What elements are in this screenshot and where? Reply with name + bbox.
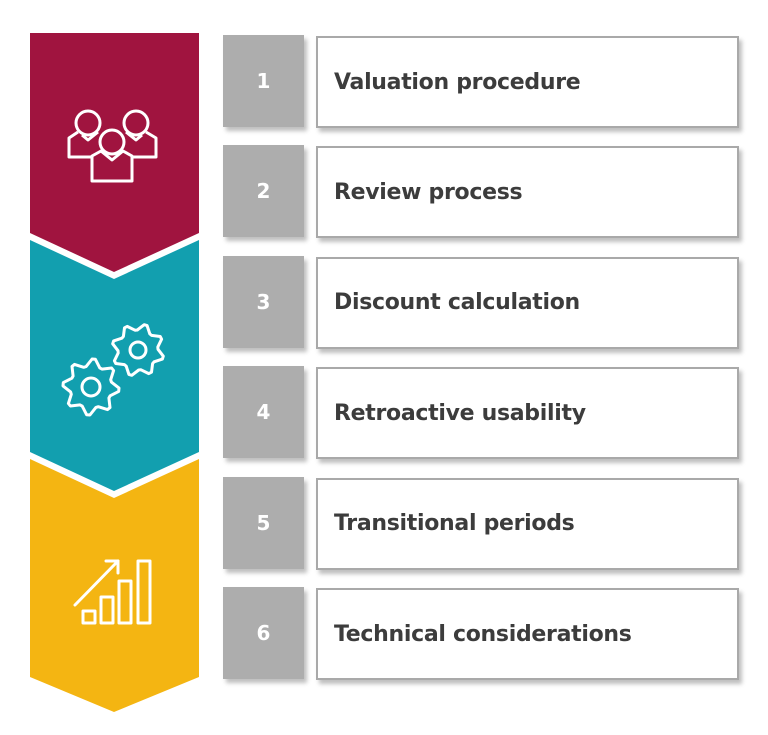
step-label-4: Retroactive usability — [316, 367, 739, 460]
people-group-icon — [67, 109, 158, 183]
step-label-6: Technical considerations — [316, 588, 739, 680]
step-number-4: 4 — [223, 366, 304, 459]
step-number-5: 5 — [223, 476, 304, 569]
step-number-6: 6 — [223, 587, 304, 679]
step-label-2: Review process — [316, 146, 739, 239]
stage-3-chevron — [30, 459, 199, 712]
growth-chart-icon — [73, 559, 152, 625]
step-label-5: Transitional periods — [316, 477, 739, 570]
step-label-1: Valuation procedure — [316, 36, 739, 128]
stage-chevron-column — [30, 33, 199, 712]
step-number-1: 1 — [223, 35, 304, 127]
stage-2-chevron — [30, 240, 199, 491]
step-number-2: 2 — [223, 145, 304, 238]
step-label-3: Discount calculation — [316, 256, 739, 349]
gears-icon — [61, 323, 165, 417]
step-number-3: 3 — [223, 255, 304, 348]
